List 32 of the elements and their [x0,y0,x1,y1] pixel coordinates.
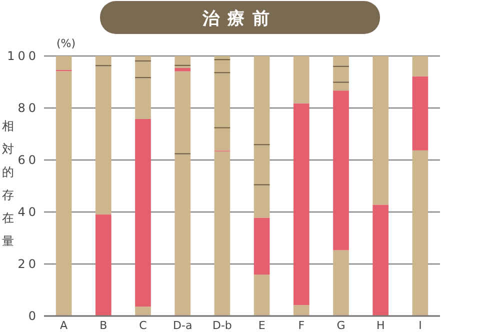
x-tick-label: D-a [173,318,192,332]
y-tick-label: 20 [18,256,39,271]
bar [174,56,191,66]
bar [254,274,270,316]
bar [412,76,428,150]
bar [135,306,151,316]
chart-title: 治療前 [202,9,278,29]
y-tick-label: 40 [18,204,39,219]
y-tick-label: 80 [18,100,39,115]
bar [293,305,310,316]
bar [333,90,349,250]
x-tick-label: E [258,318,266,332]
text: (%) [56,37,76,50]
x-tick-label: I [418,318,422,332]
bar [135,118,151,307]
bar [293,56,310,104]
bar [412,150,428,316]
bar [254,218,270,275]
x-tick-label: F [298,318,305,332]
x-tick-label: A [60,318,68,332]
y-tick-label: 60 [18,152,39,167]
x-tick-label: D-b [212,318,232,332]
x-tick-label: B [100,318,108,332]
x-tick-label: H [376,318,385,332]
x-tick-label: C [139,318,148,332]
bar [412,56,428,76]
y-axis-title: 相対的存在量 [2,119,14,248]
y-tick-label: 0 [28,308,39,323]
bar [333,250,349,316]
x-tick-label: G [336,318,346,332]
bar [293,103,310,306]
y-tick-label: 100 [7,48,39,63]
